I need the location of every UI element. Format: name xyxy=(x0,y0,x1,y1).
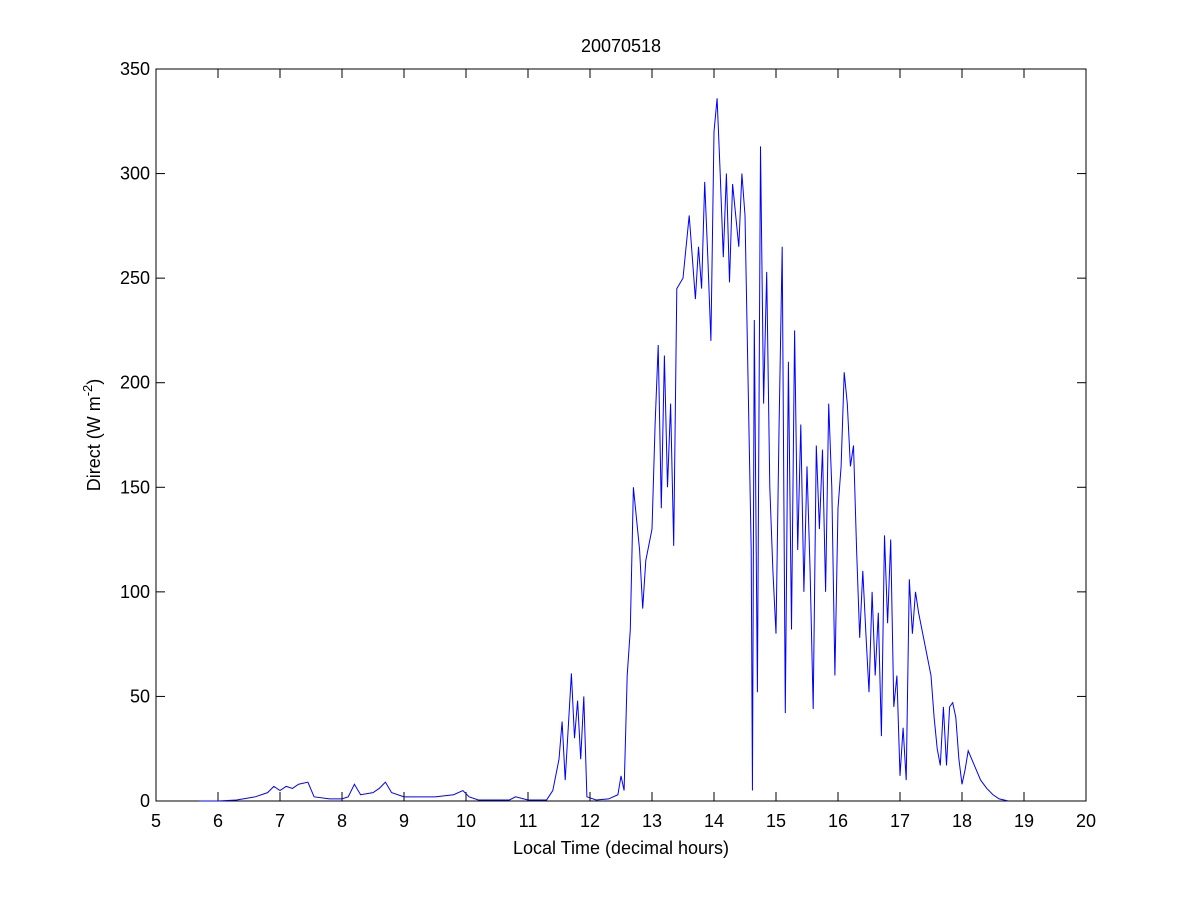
x-tick-label: 7 xyxy=(275,811,285,831)
y-tick-label: 150 xyxy=(120,477,150,497)
x-tick-label: 18 xyxy=(952,811,972,831)
y-tick-label: 300 xyxy=(120,164,150,184)
x-tick-label: 12 xyxy=(580,811,600,831)
x-tick-label: 9 xyxy=(399,811,409,831)
y-label-sup: -2 xyxy=(80,385,95,397)
y-tick-label: 50 xyxy=(130,686,150,706)
y-tick-label: 200 xyxy=(120,373,150,393)
x-tick-label: 5 xyxy=(151,811,161,831)
x-tick-label: 6 xyxy=(213,811,223,831)
x-tick-label: 14 xyxy=(704,811,724,831)
y-label-text: Direct (W m xyxy=(84,396,104,491)
data-line xyxy=(199,98,1009,802)
y-tick-label: 350 xyxy=(120,59,150,79)
chart-title: 20070518 xyxy=(581,36,661,56)
x-tick-label: 11 xyxy=(519,811,538,831)
x-tick-label: 13 xyxy=(642,811,662,831)
y-axis-label: Direct (W m-2) xyxy=(80,379,104,492)
x-tick-label: 10 xyxy=(456,811,476,831)
x-tick-label: 8 xyxy=(337,811,347,831)
x-tick-label: 20 xyxy=(1076,811,1096,831)
y-label-end: ) xyxy=(84,379,104,385)
x-tick-label: 15 xyxy=(766,811,786,831)
x-axis-label: Local Time (decimal hours) xyxy=(513,838,729,858)
x-tick-label: 16 xyxy=(828,811,848,831)
y-tick-label: 250 xyxy=(120,268,150,288)
y-tick-label: 100 xyxy=(120,582,150,602)
x-tick-label: 19 xyxy=(1014,811,1034,831)
plot-box xyxy=(155,68,1087,802)
x-tick-label: 17 xyxy=(890,811,910,831)
y-tick-label: 0 xyxy=(140,791,150,811)
